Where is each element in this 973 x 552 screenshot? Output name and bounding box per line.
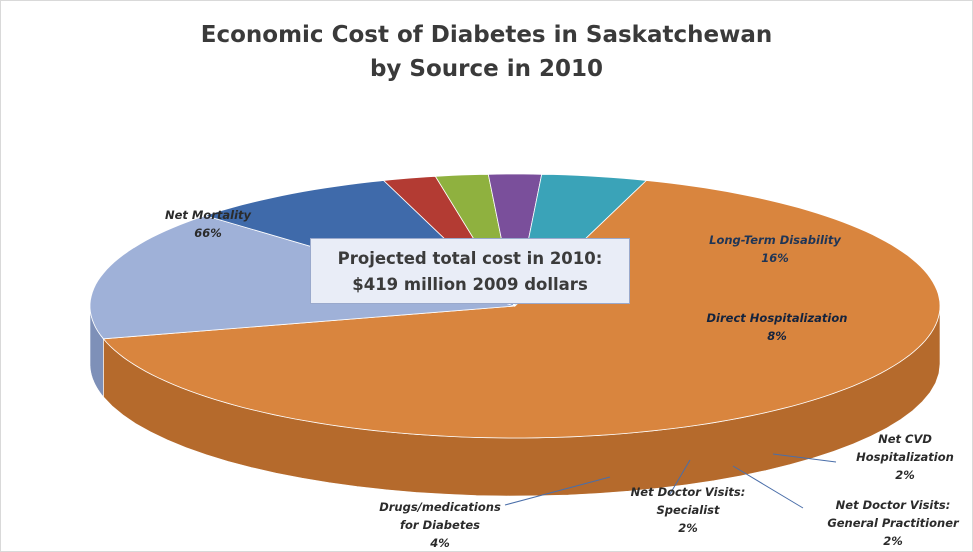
callout-line-1: Projected total cost in 2010:	[337, 249, 603, 268]
pie-top-faces	[89, 173, 941, 439]
total-cost-callout: Projected total cost in 2010: $419 milli…	[310, 238, 630, 304]
slice-labels: Net Mortality 66% Long-Term Disability 16% D…	[165, 208, 960, 550]
callout-line-2: $419 million 2009 dollars	[352, 275, 588, 294]
chart-title-line-1: Economic Cost of Diabetes in Saskatchewa…	[200, 22, 773, 48]
chart-title-line-2: by Source in 2010	[369, 56, 604, 82]
slice-pct-label-5: 2%	[678, 521, 698, 535]
slice-name-label-6-0: Drugs/medications	[379, 500, 501, 514]
slice-pct-label-4: 2%	[883, 534, 903, 548]
leader-line-5	[669, 459, 691, 495]
slice-name-label-3-1: Hospitalization	[856, 450, 954, 464]
leader-line-6	[504, 476, 611, 506]
slice-pct-label-6: 4%	[429, 536, 450, 550]
pie-side-walls	[89, 305, 941, 497]
slice-name-label-1-0: Long-Term Disability	[709, 233, 841, 247]
pie-slice-1	[89, 215, 516, 340]
leader-line-3	[772, 453, 837, 463]
slice-name-label-2-0: Direct Hospitalization	[707, 311, 848, 325]
slice-name-label-5-0: Net Doctor Visits:	[631, 485, 746, 499]
slice-name-label-3-0: Net CVD	[878, 432, 932, 446]
slice-pct-label-1: 16%	[761, 251, 789, 265]
slice-pct-label-2: 8%	[767, 329, 787, 343]
slice-name-label-0-0: Net Mortality	[165, 208, 252, 222]
slice-name-label-6-1: for Diabetes	[400, 518, 480, 532]
pie-slice-0	[102, 180, 941, 439]
leader-line-4	[732, 465, 804, 509]
slice-name-label-4-1: General Practitioner	[827, 516, 960, 530]
slice-name-label-4-0: Net Doctor Visits:	[836, 498, 951, 512]
slice-pct-label-3: 2%	[895, 468, 915, 482]
slice-name-label-5-1: Specialist	[656, 503, 720, 517]
slice-pct-label-0: 66%	[194, 226, 222, 240]
